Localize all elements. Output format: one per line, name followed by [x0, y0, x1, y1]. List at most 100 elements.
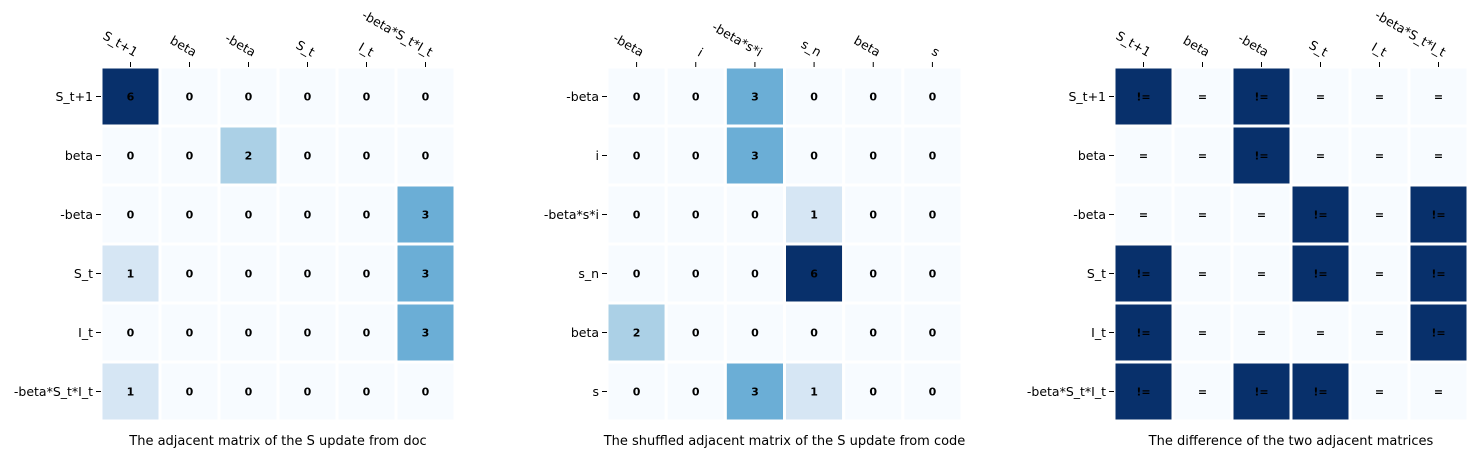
heatmap-cell: [1407, 360, 1469, 423]
cell-value-label: =: [1375, 327, 1384, 340]
heatmap-cell: [723, 124, 786, 187]
cell-value-label: 0: [869, 150, 877, 163]
cell-value-label: 3: [751, 150, 759, 163]
heatmap-cell: [394, 360, 457, 423]
heatmap-cell: [335, 301, 398, 364]
heatmap-cell: [1289, 183, 1352, 246]
heatmap-cell: [605, 124, 668, 187]
cell-value-label: !=: [1254, 150, 1268, 163]
x-tick-label: i: [695, 45, 706, 60]
cell-value-label: =: [1316, 327, 1325, 340]
cell-value-label: !=: [1313, 209, 1327, 222]
heatmap-cell: [335, 242, 398, 305]
cell-value-label: =: [1316, 150, 1325, 163]
cell-value-label: 0: [363, 386, 371, 399]
heatmap-cell: [723, 242, 786, 305]
heatmap-cell: [394, 242, 457, 305]
heatmap-cell: [394, 301, 457, 364]
cell-value-label: 0: [692, 268, 700, 281]
heatmap-cell: [901, 360, 964, 423]
cell-value-label: 0: [692, 91, 700, 104]
cell-value-label: 0: [869, 209, 877, 222]
cell-value-label: =: [1434, 150, 1443, 163]
cell-value-label: 0: [929, 327, 937, 340]
cell-value-label: 0: [929, 150, 937, 163]
cell-value-label: 0: [633, 268, 641, 281]
panel-caption: The shuffled adjacent matrix of the S up…: [603, 434, 966, 449]
heatmap-panel-3: != = != = = = = = != = = = = = = != = != != = = != = != != = = = = !=…: [1027, 7, 1469, 449]
cell-value-label: 1: [127, 386, 135, 399]
cell-value-label: 0: [304, 150, 312, 163]
heatmap-cell: [783, 183, 846, 246]
cell-value-label: 0: [186, 386, 194, 399]
heatmap-cell: [842, 301, 905, 364]
y-tick-label: I_t: [1091, 325, 1106, 340]
cell-value-label: 0: [869, 268, 877, 281]
heatmap-cell: [901, 183, 964, 246]
y-tick-label: beta: [1078, 148, 1106, 163]
cell-value-label: 0: [245, 386, 253, 399]
cell-value-label: 0: [245, 268, 253, 281]
heatmap-cell: [276, 183, 339, 246]
cell-value-label: =: [1434, 91, 1443, 104]
y-tick-label: -beta*S_t*I_t: [14, 384, 93, 399]
cell-value-label: 3: [422, 327, 430, 340]
cell-value-label: 0: [186, 150, 194, 163]
y-tick-label: beta: [571, 325, 599, 340]
cell-value-label: 0: [751, 327, 759, 340]
cell-value-label: 3: [751, 386, 759, 399]
heatmap-cell: [335, 183, 398, 246]
heatmap-cell: [217, 301, 280, 364]
cell-value-label: 0: [751, 268, 759, 281]
cell-value-label: 0: [869, 386, 877, 399]
cell-value-label: 0: [692, 386, 700, 399]
cell-value-label: =: [1139, 209, 1148, 222]
cell-value-label: =: [1257, 327, 1266, 340]
cell-value-label: 0: [692, 150, 700, 163]
heatmap-cell: [1407, 301, 1469, 364]
heatmap-cell: [901, 301, 964, 364]
cell-value-label: 0: [127, 150, 135, 163]
cell-value-label: =: [1375, 268, 1384, 281]
cell-value-label: 0: [633, 209, 641, 222]
y-tick-label: i: [596, 148, 599, 163]
cell-value-label: 0: [127, 209, 135, 222]
heatmap-cell: [335, 360, 398, 423]
cell-value-label: =: [1198, 327, 1207, 340]
cell-value-label: 0: [304, 386, 312, 399]
cell-value-label: 0: [363, 327, 371, 340]
x-tick-label: I_t: [1369, 39, 1389, 59]
cell-value-label: 0: [304, 209, 312, 222]
cell-value-label: 3: [422, 268, 430, 281]
cell-value-label: 0: [363, 268, 371, 281]
x-tick-label: beta: [851, 33, 883, 60]
cell-value-label: =: [1375, 91, 1384, 104]
heatmap-cell: [664, 360, 727, 423]
cell-value-label: 1: [810, 209, 818, 222]
heatmap-cell: [1348, 301, 1411, 364]
cell-value-label: 0: [929, 386, 937, 399]
cell-value-label: 0: [186, 327, 194, 340]
heatmap-cell: [1112, 301, 1175, 364]
x-tick-label: beta: [168, 33, 200, 60]
cell-value-label: 0: [245, 209, 253, 222]
cell-value-label: 3: [422, 209, 430, 222]
cell-value-label: 0: [869, 91, 877, 104]
cell-value-label: 2: [633, 327, 641, 340]
cell-value-label: =: [1198, 209, 1207, 222]
cell-value-label: 1: [127, 268, 135, 281]
cell-value-label: 0: [929, 91, 937, 104]
cell-value-label: !=: [1313, 386, 1327, 399]
x-tick-label: s: [929, 43, 942, 59]
panel-caption: The adjacent matrix of the S update from…: [128, 434, 426, 449]
cell-value-label: 6: [810, 268, 818, 281]
cell-value-label: 0: [810, 150, 818, 163]
heatmap-cell: [664, 301, 727, 364]
cell-value-label: =: [1375, 150, 1384, 163]
heatmap-cell: [158, 242, 221, 305]
cell-value-label: 6: [127, 91, 135, 104]
heatmap-cell: [1289, 301, 1352, 364]
cell-value-label: 0: [633, 386, 641, 399]
x-tick-label: S_t: [293, 37, 317, 60]
y-tick-label: S_t+1: [1068, 89, 1106, 104]
